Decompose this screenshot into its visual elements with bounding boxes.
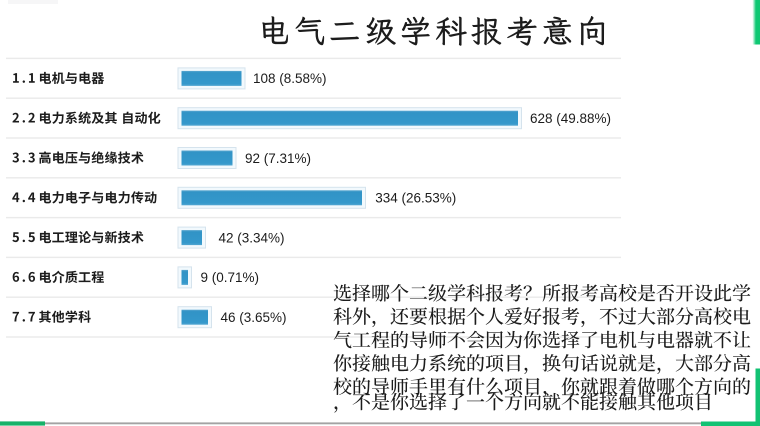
svg-text:9 (0.71%): 9 (0.71%)	[201, 270, 260, 285]
svg-text:42 (3.34%): 42 (3.34%)	[219, 230, 285, 245]
svg-text:334 (26.53%): 334 (26.53%)	[375, 191, 456, 206]
svg-text:108 (8.58%): 108 (8.58%)	[253, 71, 327, 86]
svg-text:628 (49.88%): 628 (49.88%)	[530, 111, 611, 126]
svg-text:46 (3.65%): 46 (3.65%)	[221, 310, 287, 325]
svg-text:92 (7.31%): 92 (7.31%)	[245, 151, 311, 166]
